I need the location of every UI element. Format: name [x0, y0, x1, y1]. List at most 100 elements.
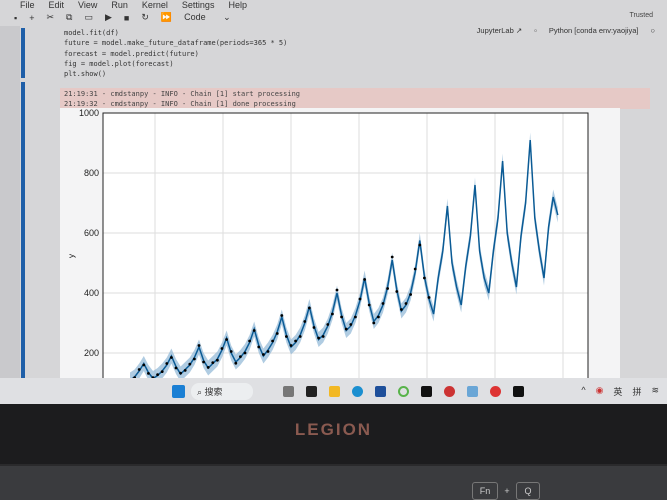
- observed-point: [386, 287, 389, 290]
- store-icon[interactable]: [374, 385, 386, 397]
- observed-point: [358, 297, 362, 301]
- kernel-idle-icon: ○: [650, 26, 655, 35]
- observed-point: [349, 323, 353, 326]
- code-line: model.fit(df): [64, 29, 119, 37]
- save-icon[interactable]: ▪: [14, 12, 18, 23]
- code-line: forecast = model.predict(future): [64, 49, 199, 58]
- ime-mode[interactable]: 拼: [632, 386, 642, 397]
- kernel-status-icon: ▫: [534, 26, 537, 35]
- restart-icon[interactable]: ↻: [141, 12, 149, 22]
- search-placeholder: 搜索: [204, 386, 223, 397]
- menu-bar: File Edit View Run Kernel Settings Help: [20, 0, 247, 10]
- observed-point: [289, 344, 293, 347]
- observed-point: [211, 361, 215, 364]
- observed-point: [206, 366, 210, 369]
- cell-type-label: Code: [184, 12, 206, 22]
- fast-forward-icon[interactable]: ⏩: [160, 12, 173, 22]
- ime-language[interactable]: 英: [613, 386, 623, 397]
- observed-point: [367, 303, 371, 307]
- observed-point: [308, 306, 311, 310]
- observed-point: [395, 290, 399, 293]
- observed-point: [243, 351, 247, 355]
- menu-edit[interactable]: Edit: [48, 0, 65, 10]
- forecast-chart: 200 400 600 800 1000 y: [60, 108, 620, 385]
- chevron-down-icon: ⌄: [223, 12, 231, 22]
- observed-point: [317, 336, 320, 340]
- output-collapser[interactable]: [21, 82, 25, 382]
- copy-icon[interactable]: ⧉: [66, 12, 73, 22]
- observed-point: [340, 315, 343, 319]
- stderr-output: 21:19:31 - cmdstanpy - INFO - Chain [1] …: [60, 88, 650, 109]
- windows-start-icon[interactable]: [172, 384, 185, 398]
- observed-point: [174, 366, 178, 370]
- observed-point: [298, 335, 302, 338]
- y-tick-label: 400: [84, 288, 99, 298]
- observed-point: [381, 302, 385, 305]
- cell-type-select[interactable]: Code ⌄: [184, 12, 231, 23]
- observed-point: [160, 370, 164, 373]
- observed-point: [271, 339, 274, 343]
- app-icon[interactable]: [466, 385, 478, 397]
- terminal-icon[interactable]: [420, 385, 432, 397]
- plot-frame: [102, 112, 589, 385]
- observed-point: [413, 267, 417, 271]
- jupyterlab-link[interactable]: JupyterLab ↗: [476, 26, 523, 35]
- observed-point: [312, 326, 316, 329]
- code-cell[interactable]: model.fit(df) future = model.make_future_…: [64, 28, 287, 79]
- observed-point: [294, 339, 297, 343]
- cut-icon[interactable]: ✂: [46, 12, 55, 22]
- menu-view[interactable]: View: [78, 0, 98, 10]
- trusted-indicator[interactable]: Trusted: [629, 12, 653, 19]
- menu-settings[interactable]: Settings: [181, 0, 215, 10]
- search-icon: ⌕: [197, 386, 205, 397]
- observed-point: [377, 315, 380, 319]
- qq-icon[interactable]: [443, 385, 455, 397]
- observed-point: [390, 255, 394, 259]
- code-line: future = model.make_future_dataframe(per…: [64, 39, 288, 48]
- file-explorer-icon[interactable]: [328, 385, 340, 397]
- observed-point: [170, 356, 173, 359]
- observed-point: [220, 347, 224, 350]
- stop-icon[interactable]: ■: [123, 12, 130, 23]
- add-cell-icon[interactable]: +: [29, 12, 35, 23]
- observed-point: [404, 302, 408, 305]
- y-tick-label: 600: [84, 228, 99, 238]
- task-view-icon[interactable]: [305, 385, 317, 397]
- app-icon[interactable]: [282, 385, 294, 397]
- observed-point: [418, 243, 422, 247]
- observed-point: [275, 332, 279, 335]
- observed-point: [147, 372, 150, 375]
- observed-point: [363, 278, 366, 281]
- wifi-icon[interactable]: ≋: [651, 384, 659, 395]
- menu-file[interactable]: File: [20, 0, 35, 10]
- menu-help[interactable]: Help: [228, 0, 247, 10]
- y-tick-label: 200: [84, 348, 99, 358]
- observed-point: [262, 353, 265, 356]
- cell-collapser[interactable]: [21, 28, 25, 78]
- observed-point: [266, 350, 270, 353]
- screen: File Edit View Run Kernel Settings Help …: [0, 0, 667, 385]
- kernel-name[interactable]: Python [conda env:yaojiya]: [548, 26, 639, 35]
- menu-run[interactable]: Run: [111, 0, 128, 10]
- edge-icon[interactable]: [351, 385, 363, 397]
- tray-app-icon[interactable]: ◉: [595, 384, 604, 395]
- fn-key[interactable]: Fn: [472, 482, 498, 500]
- taskbar: ⌕ 搜索 ^ ◉ 英 拼 ≋: [0, 378, 667, 404]
- run-icon[interactable]: ▶: [104, 12, 112, 22]
- search-box[interactable]: ⌕ 搜索: [191, 382, 253, 400]
- observed-point: [257, 345, 261, 349]
- observed-point: [331, 312, 334, 316]
- observed-point: [229, 350, 233, 353]
- terminal-icon[interactable]: [512, 385, 524, 397]
- chrome-icon[interactable]: [489, 385, 501, 397]
- tray-expand-icon[interactable]: ^: [581, 384, 586, 395]
- q-key[interactable]: Q: [516, 482, 540, 500]
- observed-point: [216, 358, 219, 362]
- laptop-bezel: [0, 404, 667, 464]
- paste-icon[interactable]: ▭: [84, 12, 93, 22]
- observed-point: [202, 360, 206, 364]
- menu-kernel[interactable]: Kernel: [141, 0, 168, 10]
- app-icon[interactable]: [397, 385, 409, 397]
- y-tick-label: 1000: [79, 108, 99, 118]
- observed-point: [344, 327, 348, 331]
